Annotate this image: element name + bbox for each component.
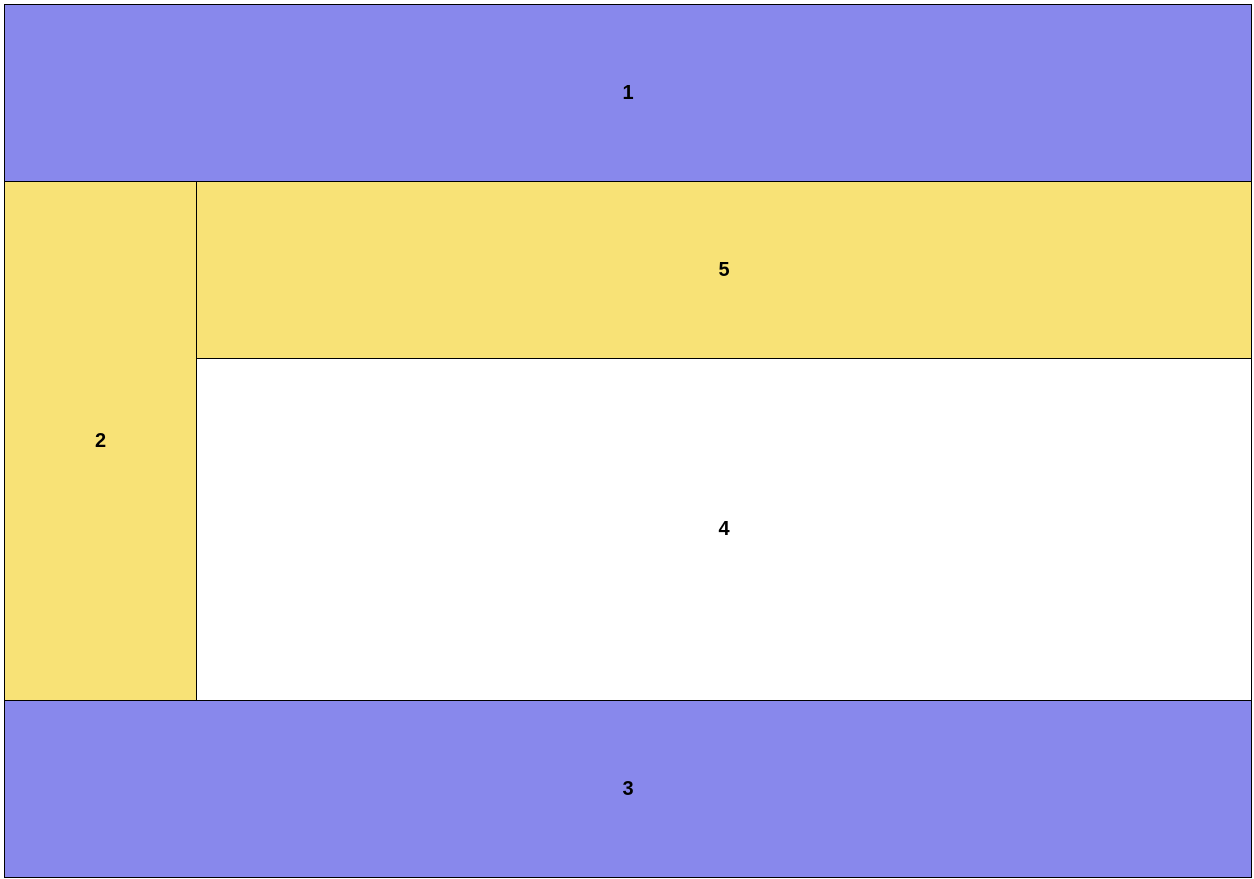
region-4-main-content: 4: [196, 358, 1252, 701]
region-4-label: 4: [718, 518, 730, 540]
region-3-footer: 3: [4, 700, 1252, 878]
region-1-header: 1: [4, 4, 1252, 182]
region-2-label: 2: [94, 429, 107, 452]
region-5-label: 5: [718, 258, 730, 281]
region-3-label: 3: [622, 777, 634, 800]
region-1-label: 1: [622, 81, 634, 104]
region-5-top-content: 5: [196, 181, 1252, 359]
region-2-sidebar: 2: [4, 181, 197, 701]
